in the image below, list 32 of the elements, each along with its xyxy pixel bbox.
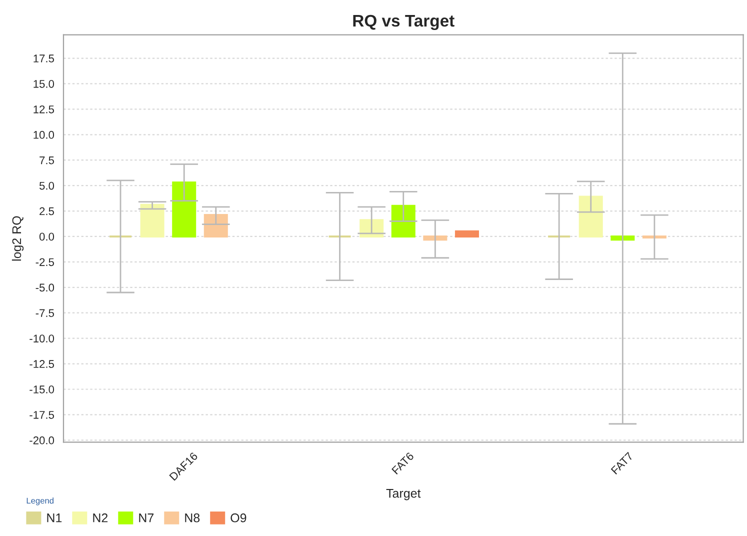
y-tick-label: 15.0 bbox=[34, 80, 54, 88]
y-tick-label: 7.5 bbox=[40, 156, 54, 164]
y-tick-label: -2.5 bbox=[36, 258, 54, 266]
y-tick-label: -17.5 bbox=[30, 411, 54, 419]
legend-label: N2 bbox=[93, 513, 108, 522]
y-tick-label: -10.0 bbox=[30, 334, 54, 342]
y-tick-label: 10.0 bbox=[34, 130, 54, 139]
y-tick-label: -20.0 bbox=[30, 436, 54, 444]
y-tick-label: 17.5 bbox=[34, 54, 54, 62]
bar bbox=[423, 235, 448, 241]
y-tick-label: -15.0 bbox=[30, 386, 54, 394]
x-axis-title: Target bbox=[386, 489, 421, 500]
legend-label: O9 bbox=[230, 513, 246, 522]
legend-label: N8 bbox=[185, 513, 200, 522]
y-tick-label: -5.0 bbox=[36, 284, 54, 292]
chart-title: RQ vs Target bbox=[353, 14, 454, 30]
y-tick-label: -12.5 bbox=[30, 360, 54, 368]
y-axis-title: log2 RQ bbox=[12, 216, 24, 261]
y-tick-label: 12.5 bbox=[34, 105, 54, 114]
legend-label: N7 bbox=[139, 514, 154, 522]
bar bbox=[140, 204, 164, 238]
bar bbox=[172, 181, 196, 238]
y-tick-label: 5.0 bbox=[39, 182, 54, 190]
bar bbox=[578, 196, 603, 238]
y-tick-label: -7.5 bbox=[36, 309, 54, 317]
y-tick-label: 2.5 bbox=[40, 207, 54, 216]
bar bbox=[391, 204, 416, 238]
y-tick-label: 0.0 bbox=[39, 232, 54, 241]
bar bbox=[454, 230, 479, 238]
legend-label: N1 bbox=[47, 514, 62, 522]
legend-title: Legend bbox=[26, 498, 54, 506]
bar bbox=[610, 235, 635, 241]
